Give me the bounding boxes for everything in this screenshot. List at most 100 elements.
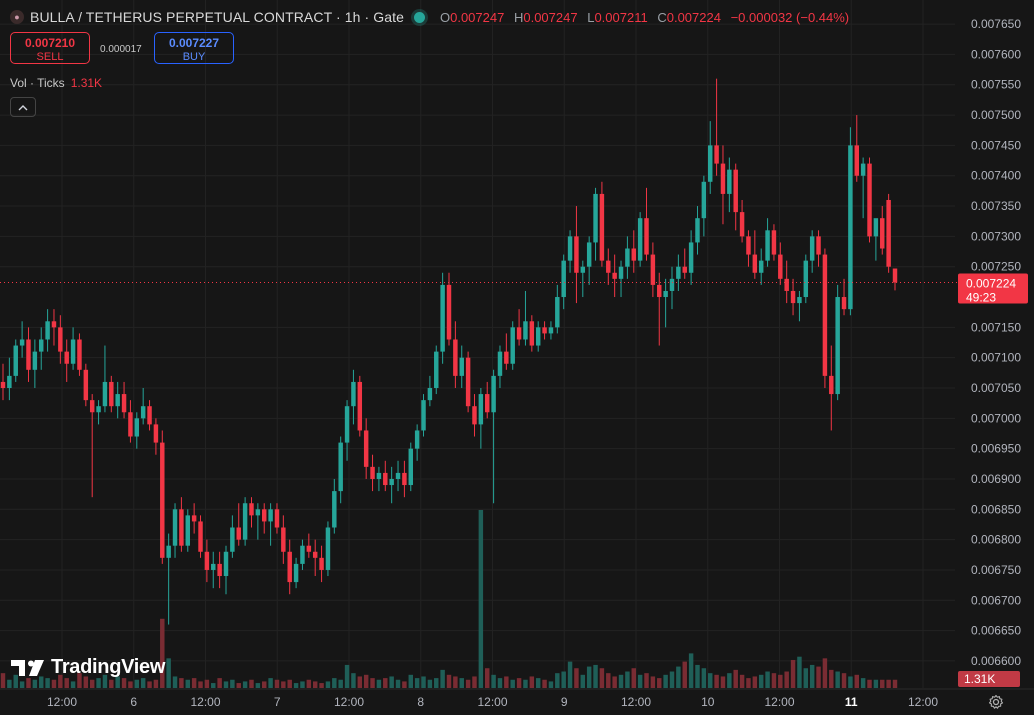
volume-bar (771, 673, 777, 688)
last-price-badge (958, 273, 1028, 304)
volume-bar (491, 674, 496, 688)
symbol-title[interactable]: BULLA / TETHERUS PERPETUAL CONTRACT · 1h… (30, 9, 404, 25)
candle-body (803, 260, 809, 298)
volume-bar (542, 679, 547, 688)
volume-bar (427, 679, 433, 688)
candle-body (319, 557, 324, 570)
candle-body (121, 394, 127, 413)
price-tick-label: 0.007300 (971, 229, 1021, 243)
candle-body (332, 491, 337, 528)
candle-body (880, 218, 885, 249)
candle-body (312, 551, 318, 558)
volume-bar (408, 674, 414, 688)
candle-body (268, 509, 273, 522)
candle-body (523, 321, 528, 340)
price-tick-label: 0.006850 (971, 502, 1021, 516)
candle-body (414, 430, 420, 449)
buy-button[interactable]: 0.007227 BUY (154, 32, 234, 64)
candle-body (854, 145, 860, 176)
candle-body (535, 327, 541, 346)
bar-countdown: 49:23 (966, 290, 996, 304)
volume-bar (89, 679, 95, 688)
candle-body (26, 339, 31, 370)
candle-body (64, 351, 69, 364)
volume-bar (332, 678, 337, 688)
candle-body (287, 551, 292, 583)
candle-body (325, 527, 331, 570)
volume-bar (351, 673, 356, 688)
time-tick-label: 12:00 (190, 695, 220, 709)
candle-body (7, 375, 12, 389)
candle-body (344, 406, 350, 443)
volume-bar (217, 678, 222, 688)
time-axis[interactable]: 12:00 6 12:00 7 12:00 8 12:00 9 12:00 10 12:00 11 12… (0, 688, 1034, 709)
volume-legend[interactable]: Vol · Ticks 1.31K (10, 76, 102, 90)
ohlc-legend: O0.007247 H0.007247 L0.007211 C0.007224 … (434, 10, 849, 25)
candle-body (198, 521, 203, 552)
candle-body (841, 297, 847, 310)
volume-bar (395, 679, 401, 688)
candle-body (829, 375, 834, 395)
candle-body (293, 563, 299, 583)
candle-body (274, 509, 280, 528)
volume-bar (7, 679, 12, 688)
volume-bar (746, 678, 751, 688)
candle-body (395, 472, 401, 479)
candle-body (561, 260, 566, 298)
sell-button[interactable]: 0.007210 SELL (10, 32, 90, 64)
candle-body (555, 297, 560, 328)
volume-bar (650, 676, 656, 688)
volume-bar (739, 674, 745, 688)
volume-bar (191, 678, 197, 688)
candle-body (574, 236, 579, 273)
close-value: 0.007224 (666, 9, 721, 25)
open-value: 0.007247 (450, 9, 505, 25)
volume-bar (631, 668, 637, 688)
price-tick-label: 0.006650 (971, 624, 1021, 638)
volume-bar (465, 679, 471, 688)
volume-bar (287, 679, 292, 688)
time-tick-label: 12:00 (47, 695, 77, 709)
price-tick-label: 0.006750 (971, 563, 1021, 577)
candle-body (402, 472, 407, 486)
candle-body (383, 472, 388, 486)
collapse-legend-button[interactable] (10, 97, 36, 117)
volume-bar (484, 668, 490, 688)
candle-body (230, 527, 235, 552)
candle-body (765, 230, 770, 261)
gear-icon[interactable] (988, 694, 1004, 710)
candle-body (758, 260, 764, 273)
candle-body (217, 563, 222, 577)
candle-body (548, 327, 554, 334)
volume-bar (370, 678, 375, 688)
candle-body (89, 400, 95, 413)
candle-body (752, 254, 758, 273)
volume-bar (637, 674, 643, 688)
volume-bar (32, 679, 38, 688)
candle-body (771, 230, 777, 255)
price-tick-label: 0.007450 (971, 138, 1021, 152)
volume-bar (727, 673, 732, 688)
price-axis[interactable]: 0.007650 0.007600 0.007550 0.007500 0.007450… (971, 17, 1021, 668)
candle-body (453, 339, 458, 376)
tradingview-logo[interactable]: TradingView (11, 656, 165, 679)
volume-bar (26, 678, 31, 688)
candle-body (478, 394, 484, 425)
sell-label: SELL (36, 51, 64, 63)
candle-body (848, 145, 853, 310)
candle-body (606, 260, 611, 273)
market-status-icon[interactable] (413, 11, 425, 23)
candle-body (733, 169, 738, 213)
candle-body (363, 430, 369, 467)
volume-bar (504, 676, 509, 688)
volume-bar (516, 678, 522, 688)
candle-body (242, 503, 248, 540)
volume-bar (459, 678, 464, 688)
volume-bar (784, 671, 789, 688)
candle-body (115, 394, 120, 407)
volume-bar (376, 679, 382, 688)
volume-bar (720, 676, 726, 688)
symbol-header: ● BULLA / TETHERUS PERPETUAL CONTRACT · … (10, 7, 849, 27)
candle-body (185, 515, 191, 546)
